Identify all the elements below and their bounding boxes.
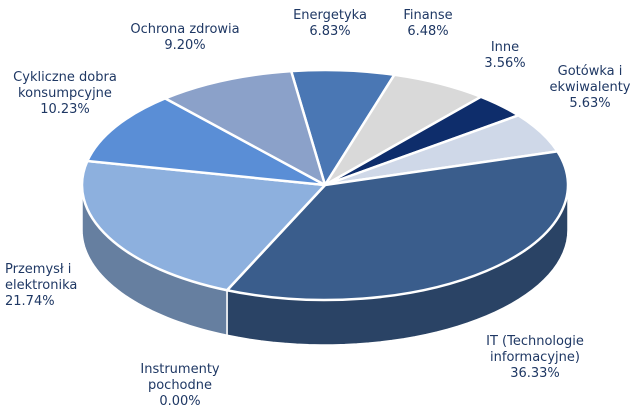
slice-label: Instrumenty pochodne 0.00%: [130, 362, 230, 409]
category-label: Finanse: [403, 8, 453, 23]
slice: [80, 159, 327, 292]
value-label: 9.20%: [164, 38, 206, 53]
slice-label: IT (Technologie informacyjne) 36.33%: [465, 334, 605, 382]
value-label: 6.48%: [407, 24, 449, 39]
category-label: IT (Technologie informacyjne): [486, 334, 584, 365]
slice-label: Energetyka 6.83%: [275, 8, 385, 40]
slice-label: Przemysł i elektronika 21.74%: [5, 262, 95, 310]
value-label: 3.56%: [484, 56, 526, 71]
slice-label: Cykliczne dobra konsumpcyjne 10.23%: [8, 70, 123, 118]
slice-label: Gotówka i ekwiwalenty 5.63%: [543, 64, 637, 112]
value-label: 5.63%: [569, 96, 611, 111]
value-label: 21.74%: [5, 294, 55, 309]
category-label: Cykliczne dobra konsumpcyjne: [13, 70, 117, 101]
category-label: Gotówka i ekwiwalenty: [549, 64, 631, 95]
slice-label: Ochrona zdrowia 9.20%: [110, 22, 260, 54]
value-label: 10.23%: [40, 102, 90, 117]
value-label: 6.83%: [309, 24, 351, 39]
category-label: Inne: [490, 40, 520, 55]
slice: [163, 69, 327, 187]
category-label: Instrumenty pochodne: [140, 362, 220, 393]
category-label: Energetyka: [293, 8, 367, 23]
slice: [86, 97, 327, 187]
value-label: 36.33%: [510, 366, 560, 381]
category-label: Ochrona zdrowia: [130, 22, 240, 37]
slice-label: Inne 3.56%: [475, 40, 535, 72]
slice-label: Finanse 6.48%: [383, 8, 473, 40]
slice: [225, 150, 570, 302]
value-label: 0.00%: [159, 394, 201, 409]
category-label: Przemysł i elektronika: [5, 262, 78, 293]
